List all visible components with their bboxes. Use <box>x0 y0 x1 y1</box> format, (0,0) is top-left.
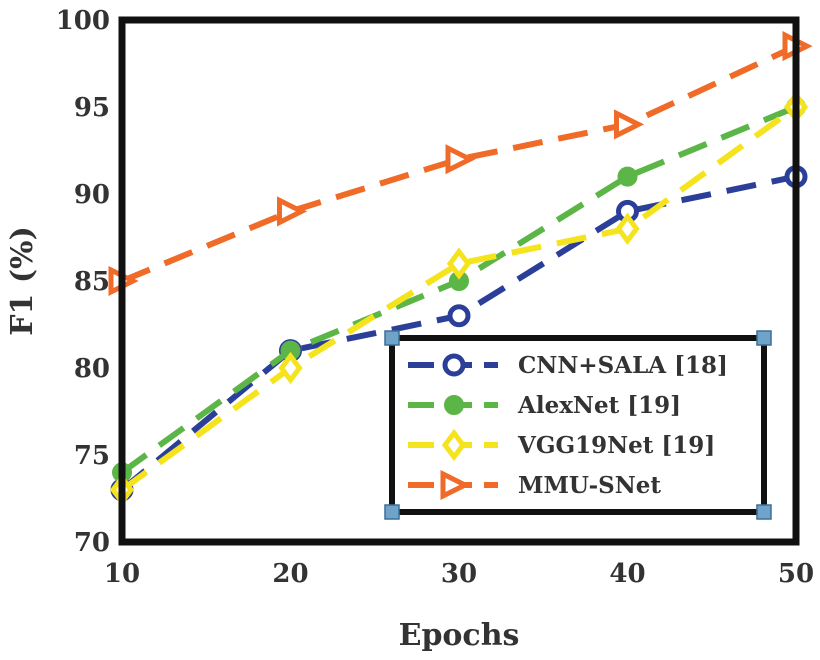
data-point <box>446 247 472 280</box>
y-tick-label: 75 <box>74 441 110 471</box>
y-tick-label: 80 <box>74 354 110 384</box>
data-point <box>615 212 640 245</box>
legend-swatch-marker <box>440 469 471 501</box>
data-point <box>447 304 471 328</box>
data-point <box>277 196 308 227</box>
ticks-layer: 10 20 30 40 50 70 75 80 85 90 95 100 <box>56 6 814 589</box>
legend: CNN+SALA [18] AlexNet [19] VGG19Net [19] MM… <box>384 330 772 520</box>
series-layer <box>108 31 813 506</box>
legend-swatch-marker <box>444 395 464 415</box>
y-tick-label: 95 <box>74 93 110 123</box>
legend-corner-handle <box>384 504 400 520</box>
y-tick-label: 100 <box>56 6 110 36</box>
x-tick-label: 10 <box>104 559 140 589</box>
legend-label: AlexNet [19] <box>517 392 681 419</box>
y-tick-label: 85 <box>74 267 110 297</box>
legend-entry: VGG19Net [19] <box>408 428 715 462</box>
x-axis-title: Epochs <box>399 618 520 653</box>
y-tick-label: 90 <box>74 180 110 210</box>
legend-entry: CNN+SALA [18] <box>408 352 728 379</box>
legend-label: CNN+SALA [18] <box>518 352 728 379</box>
series-line <box>120 104 798 493</box>
data-point <box>614 109 645 140</box>
x-tick-label: 50 <box>778 559 814 589</box>
legend-corner-handle <box>384 330 400 346</box>
y-tick-label: 70 <box>74 528 110 558</box>
series-3 <box>109 90 809 506</box>
legend-swatch-marker <box>442 353 466 377</box>
plot-frame <box>118 16 800 546</box>
legend-entry: MMU-SNet <box>408 469 661 501</box>
x-tick-label: 20 <box>272 559 308 589</box>
legend-entry: AlexNet [19] <box>408 392 681 419</box>
data-point <box>445 144 476 175</box>
data-point <box>278 351 303 385</box>
legend-label: MMU-SNet <box>518 472 661 499</box>
x-tick-label: 40 <box>609 559 645 589</box>
legend-corner-handle <box>756 504 772 520</box>
series-line <box>120 43 798 284</box>
legend-swatch-marker <box>441 428 467 462</box>
legend-label: VGG19Net [19] <box>517 432 715 459</box>
data-point <box>617 166 638 187</box>
legend-corner-handle <box>756 330 772 346</box>
x-tick-label: 30 <box>441 559 477 589</box>
y-axis-title: F1 (%) <box>5 226 40 336</box>
